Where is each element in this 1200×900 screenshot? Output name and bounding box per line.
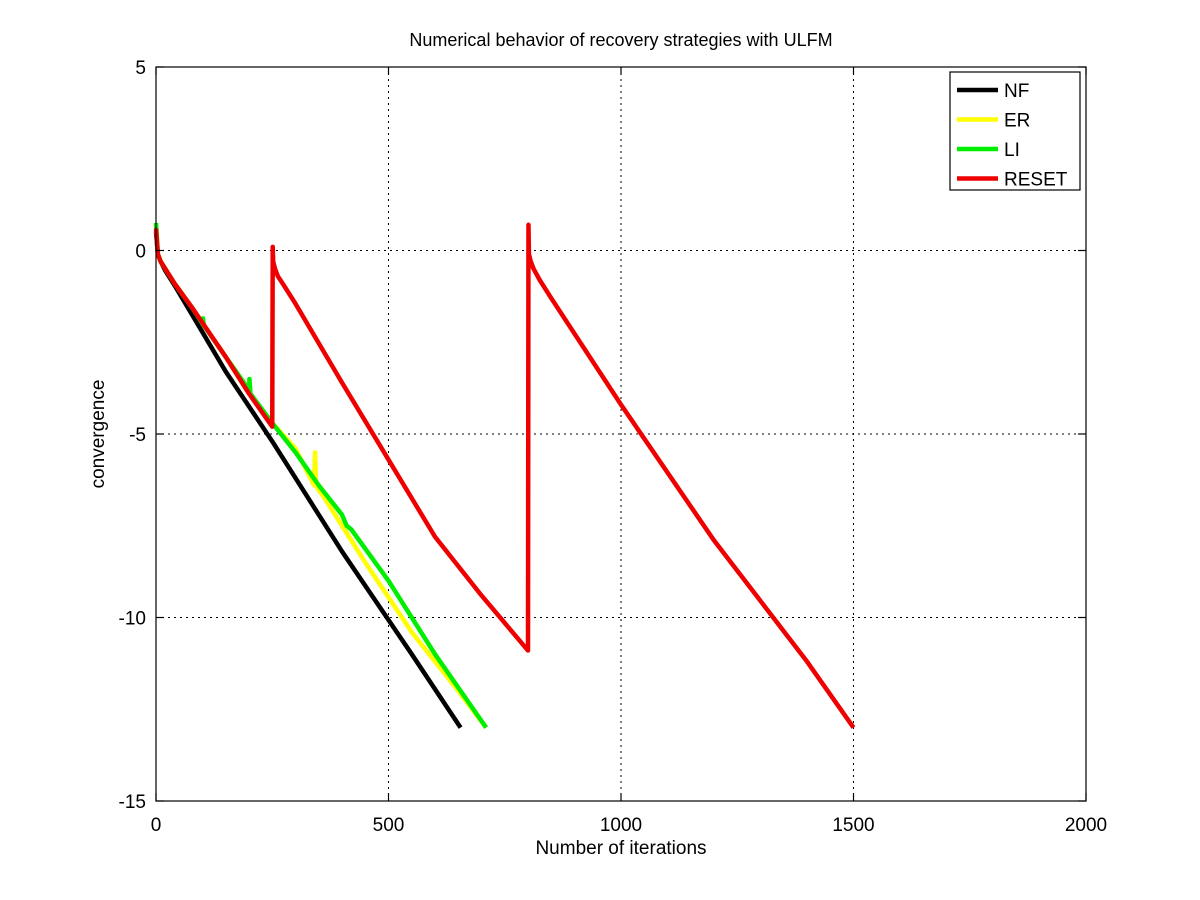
- legend: NF ER LI RESET: [949, 71, 1081, 191]
- series-line-reset: [153, 222, 856, 729]
- legend-label-reset: RESET: [1004, 170, 1068, 191]
- x-tick-label: 2000: [1065, 815, 1107, 836]
- x-tick-label: 1500: [832, 815, 874, 836]
- x-tick-label: 0: [151, 815, 162, 836]
- y-tick-label: -15: [119, 792, 146, 813]
- x-tick-label: 500: [373, 815, 405, 836]
- grid-lines: [156, 67, 1086, 801]
- x-tick-label: 1000: [600, 815, 642, 836]
- legend-label-nf: NF: [1004, 81, 1029, 102]
- series-line-nf: [153, 231, 463, 729]
- y-axis-label: convergence: [88, 380, 109, 489]
- x-axis-label: Number of iterations: [535, 838, 706, 859]
- series-line-li: [153, 222, 488, 729]
- legend-label-er: ER: [1004, 111, 1030, 132]
- y-tick-label: 0: [135, 242, 146, 263]
- y-tick-label: 5: [135, 58, 146, 79]
- axis-ticks: 0 500 1000 1500 2000 5 0 -5 -10 -15: [119, 58, 1108, 836]
- chart-title: Numerical behavior of recovery strategie…: [409, 30, 832, 50]
- y-tick-label: -5: [129, 425, 146, 446]
- series-lines: [153, 222, 856, 729]
- legend-label-li: LI: [1004, 140, 1020, 161]
- y-tick-label: -10: [119, 609, 146, 630]
- series-line-er: [153, 224, 488, 729]
